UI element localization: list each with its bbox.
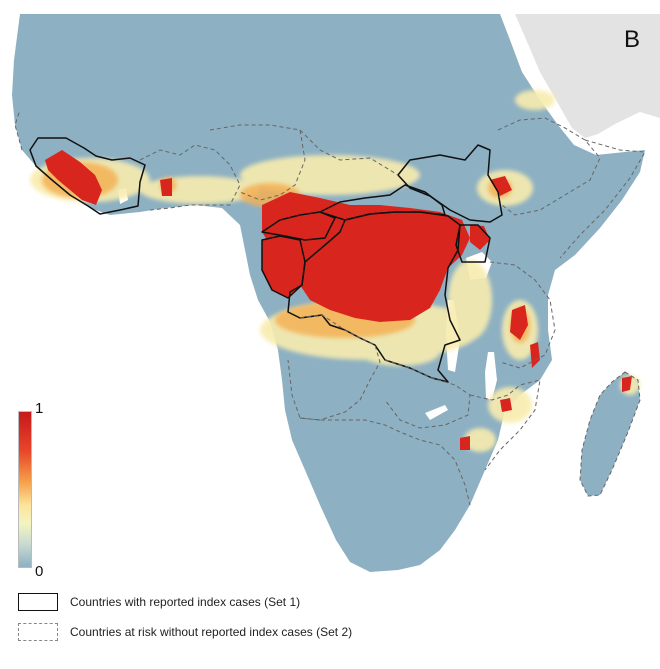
border-angola: [287, 314, 381, 421]
legend-label-set2: Countries at risk without reported index…: [70, 625, 353, 639]
legend-item-set1: Countries with reported index cases (Set…: [18, 593, 300, 611]
lake-malawi: [485, 352, 497, 400]
border-gabon-congo: [261, 235, 306, 299]
border-namibia-botswana: [299, 417, 471, 506]
border-zambia: [384, 359, 471, 429]
legend-swatch-solid: [18, 593, 58, 611]
border-cameroon: [261, 211, 336, 241]
legend-swatch-dashed: [18, 623, 58, 641]
scale-max-label: 1: [35, 400, 44, 417]
arabian-peninsula: [515, 14, 660, 138]
color-scale-gradient: [19, 412, 31, 567]
border-chad-region: [299, 129, 399, 176]
border-sudan-region: [397, 144, 503, 223]
border-uganda: [455, 224, 491, 263]
border-west-africa-set1: [29, 137, 146, 215]
lake-kariba: [425, 405, 448, 420]
legend-item-set2: Countries at risk without reported index…: [18, 623, 352, 641]
madagascar: [580, 372, 640, 496]
panel-label: B: [624, 26, 641, 53]
risk-surface-high: [45, 150, 632, 450]
border-sahel-west: [139, 144, 241, 211]
set2-country-borders: [14, 109, 646, 506]
border-nigeria-region: [209, 124, 306, 201]
border-mozambique: [469, 379, 541, 471]
border-west-coast: [14, 109, 23, 151]
color-scale-bar: [18, 411, 32, 568]
set1-country-borders: [29, 137, 503, 383]
border-kenya-tanzania: [489, 261, 556, 369]
scale-min-label: 0: [35, 563, 44, 580]
legend-label-set1: Countries with reported index cases (Set…: [70, 595, 301, 609]
border-madagascar: [579, 371, 641, 497]
border-somalia: [559, 139, 646, 259]
